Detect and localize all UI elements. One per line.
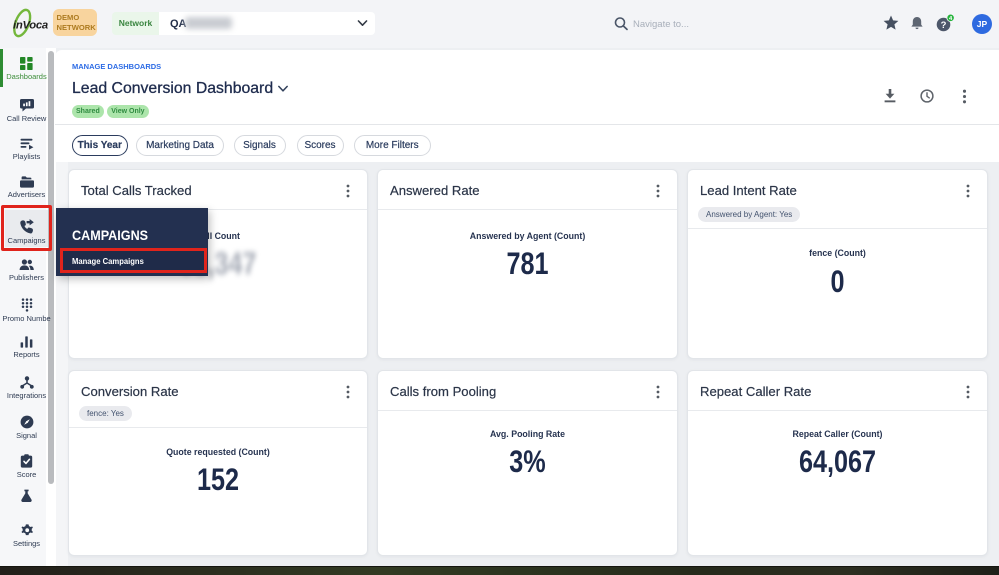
svg-text:?: ? xyxy=(941,20,947,31)
svg-text:inVoca: inVoca xyxy=(13,20,48,32)
svg-text:4: 4 xyxy=(949,16,953,22)
